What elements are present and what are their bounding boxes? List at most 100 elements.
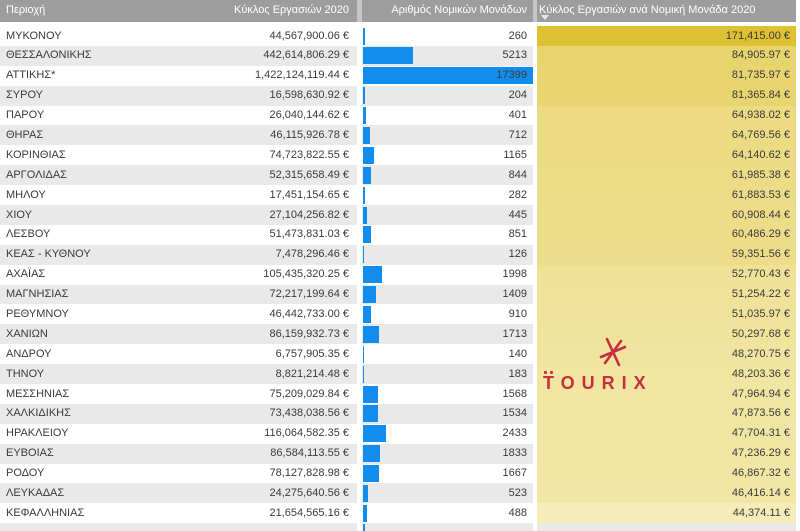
column-header-turnover[interactable]: Κύκλος Εργασιών 2020 [210,0,357,22]
per-unit-cell: 50,297.68 € [537,324,796,345]
turnover-cell: 1,422,124,119.44 € [210,65,357,86]
table-row[interactable]: ΜΑΓΝΗΣΙΑΣ 72,217,199.64 € 1409 51,254.22… [0,284,800,305]
units-value: 523 [508,486,527,499]
table-row[interactable]: ΘΗΡΑΣ 46,115,926.78 € 712 64,769.56 € [0,125,800,146]
table-row[interactable]: ΚΟΡΙΝΘΙΑΣ 74,723,822.55 € 1165 64,140.62… [0,145,800,166]
table-row[interactable]: ΛΕΣΒΟΥ 51,473,831.03 € 851 60,486.29 € [0,224,800,245]
visual-separator [533,125,537,146]
region-cell: ΑΡΓΟΛΙΔΑΣ [0,165,210,186]
per-unit-cell: 64,140.62 € [537,145,796,166]
region-cell: ΠΑΡΟΥ [0,105,210,126]
table-row[interactable]: ΜΥΚΟΝΟΥ 44,567,900.06 € 260 171,415.00 € [0,26,800,46]
region-cell: ΡΕΘΥΜΝΟΥ [0,304,210,325]
region-cell: ΘΕΣΣΑΛΟΝΙΚΗΣ [0,45,210,66]
table-row[interactable]: ΚΕΑΣ - ΚΥΘΝΟΥ 7,478,296.46 € 126 59,351.… [0,244,800,265]
region-cell: ΤΗΝΟΥ [0,364,210,385]
table-row[interactable]: ΕΥΒΟΙΑΣ 86,584,113.55 € 1833 47,236.29 € [0,443,800,464]
units-cell: 712 [362,125,533,146]
units-data-bar [362,206,367,224]
units-data-bar [362,246,364,264]
table-row[interactable]: ΑΡΓΟΛΙΔΑΣ 52,315,658.49 € 844 61,985.38 … [0,165,800,186]
region-cell: ΕΥΒΟΙΑΣ [0,443,210,464]
units-cell: 183 [362,364,533,385]
diaeresis-dots-icon [544,371,547,374]
units-data-bar [362,524,365,531]
region-cell: ΧΑΛΚΙΔΙΚΗΣ [0,403,210,424]
table-row[interactable]: ΡΕΘΥΜΝΟΥ 46,442,733.00 € 910 51,035.97 € [0,304,800,325]
visual-separator [533,85,537,106]
per-unit-header-label: Κύκλος Εργασιών ανά Νομική Μονάδα 2020 [539,4,756,16]
per-unit-cell: 59,351.56 € [537,244,796,265]
visual-separator [357,224,362,245]
tourix-logo-icon [599,337,627,367]
visual-separator [533,384,537,404]
units-data-bar [362,27,365,45]
visual-separator [533,403,537,424]
table-row[interactable]: ΧΑΛΚΙΔΙΚΗΣ 73,438,038.56 € 1534 47,873.5… [0,403,800,424]
units-cell: 1713 [362,324,533,345]
table-row[interactable]: ΜΕΣΣΗΝΙΑΣ 75,209,029.84 € 1568 47,964.94… [0,384,800,404]
table-row[interactable]: ΠΑΡΟΥ 26,040,144.62 € 401 64,938.02 € [0,105,800,126]
per-unit-cell: 60,486.29 € [537,224,796,245]
table-row[interactable]: ΘΕΣΣΑΛΟΝΙΚΗΣ 442,614,806.29 € 5213 84,90… [0,45,800,66]
units-cell: 1667 [362,463,533,484]
table-row[interactable]: ΜΗΛΟΥ 17,451,154.65 € 282 61,883.53 € [0,185,800,206]
table-row[interactable]: ΑΤΤΙΚΗΣ* 1,422,124,119.44 € 17399 81,735… [0,65,800,86]
right-margin [796,224,800,245]
table-row[interactable]: ΧΙΟΥ 27,104,256.82 € 445 60,908.44 € [0,205,800,225]
visual-separator [533,483,537,504]
column-header-region[interactable]: Περιοχή [0,0,210,22]
units-value: 712 [508,128,527,141]
turnover-cell: 24,275,640.56 € [210,483,357,504]
units-data-bar [362,87,365,105]
visual-separator [357,0,362,22]
units-cell: 282 [362,185,533,206]
column-header-per-unit[interactable]: Κύκλος Εργασιών ανά Νομική Μονάδα 2020 [537,0,796,22]
right-margin [796,65,800,86]
units-value: 844 [508,168,527,181]
turnover-cell: 442,614,806.29 € [210,45,357,66]
units-value: 1713 [502,327,527,340]
table-row[interactable]: ΛΕΥΚΑΔΑΣ 24,275,640.56 € 523 46,416.14 € [0,483,800,504]
table-row[interactable]: ΤΗΝΟΥ 8,821,214.48 € 183 48,203.36 € [0,364,800,385]
visual-separator [357,165,362,186]
column-header-units[interactable]: Αριθμός Νομικών Μονάδων [362,0,533,22]
right-margin [796,483,800,504]
units-cell: 140 [362,344,533,365]
table-row[interactable]: ΗΡΑΚΛΕΙΟΥ 116,064,582.35 € 2433 47,704.3… [0,423,800,444]
visual-separator [357,264,362,285]
table-row[interactable]: ΧΑΝΙΩΝ 86,159,932.73 € 1713 50,297.68 € [0,324,800,345]
units-value: 1165 [503,148,527,161]
units-cell: 851 [362,224,533,245]
units-data-bar [362,325,380,343]
turnover-cell: 46,442,733.00 € [210,304,357,325]
region-cell: ΜΗΛΟΥ [0,185,210,206]
right-margin [796,185,800,206]
units-data-bar [362,385,378,403]
visual-separator [533,304,537,325]
units-cell: 488 [362,503,533,524]
units-data-bar [362,186,366,204]
right-margin [796,205,800,225]
visual-separator [357,185,362,206]
table-row[interactable]: ΡΟΔΟΥ 78,127,828.98 € 1667 46,867.32 € [0,463,800,484]
per-unit-cell: 44,374.11 € [537,503,796,524]
visual-separator [357,244,362,265]
table-row[interactable]: ΚΕΦΑΛΛΗΝΙΑΣ 21,654,565.16 € 488 44,374.1… [0,503,800,524]
region-cell: ΑΝΔΡΟΥ [0,344,210,365]
turnover-cell: 44,567,900.06 € [210,26,357,46]
units-value: 910 [508,307,527,320]
table-row[interactable]: ΑΧΑΪΑΣ 105,435,320.25 € 1998 52,770.43 € [0,264,800,285]
per-unit-cell: 61,883.53 € [537,185,796,206]
table-row[interactable]: ΣΥΡΟΥ 16,598,630.92 € 204 81,365.84 € [0,85,800,106]
visual-separator [533,145,537,166]
visual-separator [533,244,537,265]
per-unit-cell: 84,905.97 € [537,45,796,66]
right-margin [796,105,800,126]
visual-separator [533,503,537,524]
per-unit-cell: 46,416.14 € [537,483,796,504]
right-margin [796,125,800,146]
table-row[interactable]: ΑΝΔΡΟΥ 6,757,905.35 € 140 48,270.75 € [0,344,800,365]
units-cell: 126 [362,244,533,265]
turnover-cell: 16,598,630.92 € [210,85,357,106]
